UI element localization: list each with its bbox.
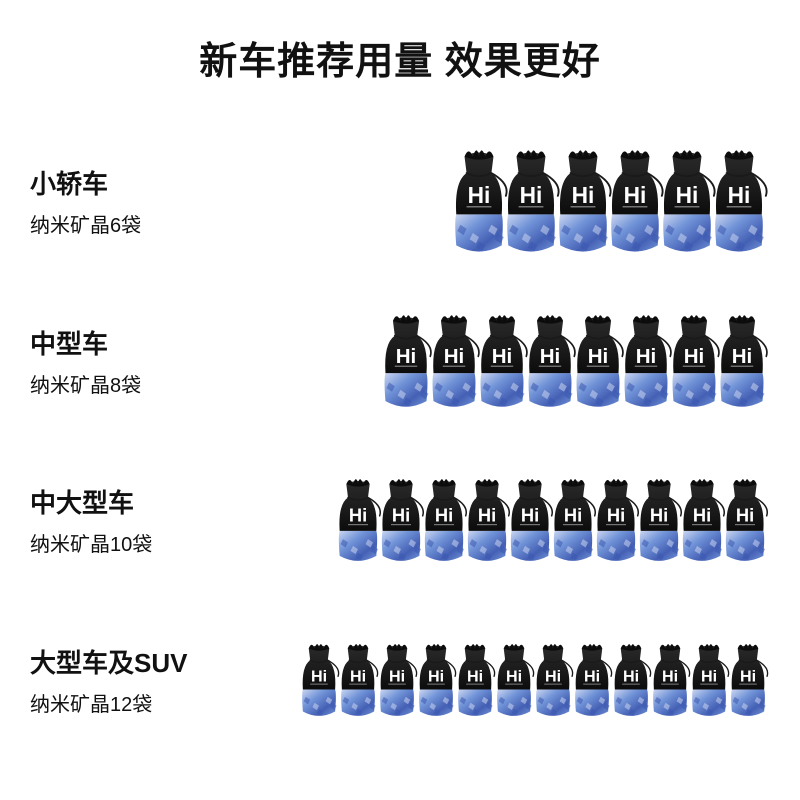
svg-text:Hi: Hi	[545, 668, 561, 686]
svg-text:Hi: Hi	[607, 505, 625, 526]
row-label-block: 小轿车纳米矿晶6袋	[30, 164, 220, 238]
row-label-block: 中大型车纳米矿晶10袋	[30, 483, 220, 557]
svg-text:Hi: Hi	[572, 182, 595, 208]
bags-group: Hi Hi Hi Hi Hi Hi	[232, 142, 770, 260]
product-bag-icon: Hi	[570, 632, 614, 728]
product-bag-icon: Hi	[648, 632, 692, 728]
svg-text:Hi: Hi	[435, 505, 453, 526]
svg-text:Hi: Hi	[650, 505, 668, 526]
svg-text:Hi: Hi	[540, 344, 561, 367]
svg-text:Hi: Hi	[701, 668, 717, 686]
row-title: 中大型车	[30, 483, 220, 520]
svg-text:Hi: Hi	[467, 668, 483, 686]
rows-container: 小轿车纳米矿晶6袋HiHiHiHiHiHi中型车纳米矿晶8袋HiHiHiHiHi…	[30, 121, 770, 760]
row-subtitle: 纳米矿晶6袋	[30, 209, 220, 238]
row-label-block: 大型车及SUV 纳米矿晶12袋	[30, 643, 220, 717]
svg-text:Hi: Hi	[444, 344, 465, 367]
row-title: 中型车	[30, 324, 220, 361]
svg-text:Hi: Hi	[684, 344, 705, 367]
svg-text:Hi: Hi	[520, 182, 543, 208]
svg-text:Hi: Hi	[506, 668, 522, 686]
product-bag-icon: Hi	[297, 632, 341, 728]
svg-text:Hi: Hi	[740, 668, 756, 686]
svg-text:Hi: Hi	[623, 668, 639, 686]
infographic-page: 新车推荐用量 效果更好 小轿车纳米矿晶6袋HiHiHiHiHiHi中型车纳米矿晶…	[0, 0, 800, 800]
product-bag-icon: Hi	[336, 632, 380, 728]
svg-text:Hi: Hi	[584, 668, 600, 686]
svg-text:Hi: Hi	[732, 344, 753, 367]
page-title: 新车推荐用量 效果更好	[30, 30, 770, 85]
product-bag-icon: Hi	[492, 632, 536, 728]
svg-text:Hi: Hi	[350, 668, 366, 686]
product-bag-icon: Hi	[609, 632, 653, 728]
dosage-row: 中型车纳米矿晶8袋 Hi Hi Hi Hi Hi Hi Hi Hi	[30, 291, 770, 431]
svg-text:Hi: Hi	[478, 505, 496, 526]
svg-text:Hi: Hi	[349, 505, 367, 526]
svg-text:Hi: Hi	[693, 505, 711, 526]
product-bag-icon: Hi	[453, 632, 497, 728]
bags-group: Hi Hi Hi Hi Hi Hi Hi Hi Hi Hi Hi Hi	[232, 632, 770, 728]
row-title: 小轿车	[30, 164, 220, 201]
bags-group: Hi Hi Hi Hi Hi Hi Hi Hi Hi Hi	[232, 468, 770, 572]
svg-text:Hi: Hi	[624, 182, 647, 208]
svg-text:Hi: Hi	[492, 344, 513, 367]
svg-text:Hi: Hi	[392, 505, 410, 526]
svg-text:Hi: Hi	[311, 668, 327, 686]
svg-text:Hi: Hi	[676, 182, 699, 208]
product-bag-icon: Hi	[375, 632, 419, 728]
svg-text:Hi: Hi	[588, 344, 609, 367]
svg-text:Hi: Hi	[396, 344, 417, 367]
product-bag-icon: Hi	[414, 632, 458, 728]
row-subtitle: 纳米矿晶8袋	[30, 369, 220, 398]
product-bag-icon: Hi	[726, 632, 770, 728]
product-bag-icon: Hi	[720, 468, 770, 572]
dosage-row: 小轿车纳米矿晶6袋 Hi Hi Hi Hi Hi Hi	[30, 131, 770, 271]
bags-group: Hi Hi Hi Hi Hi Hi Hi Hi	[232, 306, 770, 416]
row-subtitle: 纳米矿晶10袋	[30, 528, 220, 557]
product-bag-icon: Hi	[531, 632, 575, 728]
svg-text:Hi: Hi	[564, 505, 582, 526]
svg-text:Hi: Hi	[389, 668, 405, 686]
dosage-row: 大型车及SUV 纳米矿晶12袋 Hi Hi Hi Hi Hi Hi Hi Hi Hi Hi Hi Hi	[30, 610, 770, 750]
dosage-row: 中大型车纳米矿晶10袋 Hi Hi Hi Hi Hi Hi Hi Hi Hi Hi	[30, 450, 770, 590]
svg-text:Hi: Hi	[736, 505, 754, 526]
svg-text:Hi: Hi	[662, 668, 678, 686]
svg-text:Hi: Hi	[636, 344, 657, 367]
svg-text:Hi: Hi	[728, 182, 751, 208]
row-title: 大型车及SUV	[30, 643, 220, 680]
svg-text:Hi: Hi	[521, 505, 539, 526]
row-subtitle: 纳米矿晶12袋	[30, 688, 220, 717]
row-label-block: 中型车纳米矿晶8袋	[30, 324, 220, 398]
svg-text:Hi: Hi	[468, 182, 491, 208]
product-bag-icon: Hi	[687, 632, 731, 728]
product-bag-icon: Hi	[714, 306, 770, 416]
svg-text:Hi: Hi	[428, 668, 444, 686]
product-bag-icon: Hi	[708, 142, 770, 260]
